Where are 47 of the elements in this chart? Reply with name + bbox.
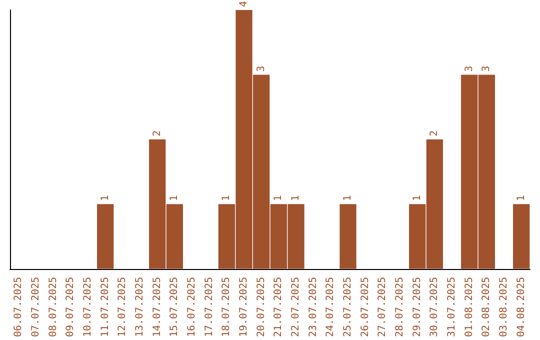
x-tick-label: 19.07.2025 (238, 276, 250, 338)
data-label: 1 (516, 195, 527, 202)
x-tick-label: 25.07.2025 (342, 276, 354, 338)
data-label: 4 (238, 0, 250, 7)
x-tick-label: 02.08.2025 (481, 276, 492, 338)
x-tick-label: 22.07.2025 (290, 276, 302, 338)
x-tick-label: 04.08.2025 (516, 276, 527, 338)
data-label: 3 (256, 66, 267, 72)
x-tick-label: 12.07.2025 (117, 276, 128, 338)
data-label: 1 (221, 195, 232, 202)
data-label: 1 (273, 195, 284, 202)
x-tick-label: 14.07.2025 (152, 276, 163, 338)
bar (97, 204, 114, 269)
x-tick-label: 16.07.2025 (186, 276, 198, 338)
x-tick-label: 29.07.2025 (412, 276, 423, 338)
x-tick-label: 11.07.2025 (100, 276, 111, 338)
x-tick-label: 23.07.2025 (308, 276, 319, 338)
x-tick-label: 06.07.2025 (13, 276, 24, 338)
data-label: 2 (152, 130, 163, 136)
x-tick-label: 27.07.2025 (377, 276, 388, 338)
x-tick-label: 13.07.2025 (134, 276, 146, 338)
data-label: 1 (290, 195, 302, 202)
data-label: 3 (481, 66, 492, 72)
x-tick-label: 26.07.2025 (360, 276, 371, 338)
data-label: 2 (429, 130, 440, 136)
data-label: 1 (342, 195, 354, 202)
bar (340, 204, 356, 269)
x-tick-label: 30.07.2025 (429, 276, 440, 338)
x-tick-label: 15.07.2025 (169, 276, 180, 338)
x-tick-label: 09.07.2025 (65, 276, 76, 338)
x-tick-label: 31.07.2025 (446, 276, 458, 338)
x-tick-label: 17.07.2025 (204, 276, 215, 338)
data-label: 1 (412, 195, 423, 202)
data-label: 3 (464, 66, 475, 72)
bar (513, 204, 530, 269)
x-tick-label: 10.07.2025 (82, 276, 94, 338)
x-tick-label: 18.07.2025 (221, 276, 232, 338)
data-label: 1 (100, 195, 111, 202)
data-label: 1 (169, 195, 180, 202)
x-tick-label: 24.07.2025 (325, 276, 336, 338)
x-tick-label: 08.07.2025 (48, 276, 59, 338)
x-tick-label: 28.07.2025 (394, 276, 406, 338)
x-tick-label: 07.07.2025 (30, 276, 42, 338)
x-tick-label: 20.07.2025 (256, 276, 267, 338)
x-tick-label: 03.08.2025 (498, 276, 510, 338)
x-tick-label: 21.07.2025 (273, 276, 284, 338)
x-tick-label: 01.08.2025 (464, 276, 475, 338)
